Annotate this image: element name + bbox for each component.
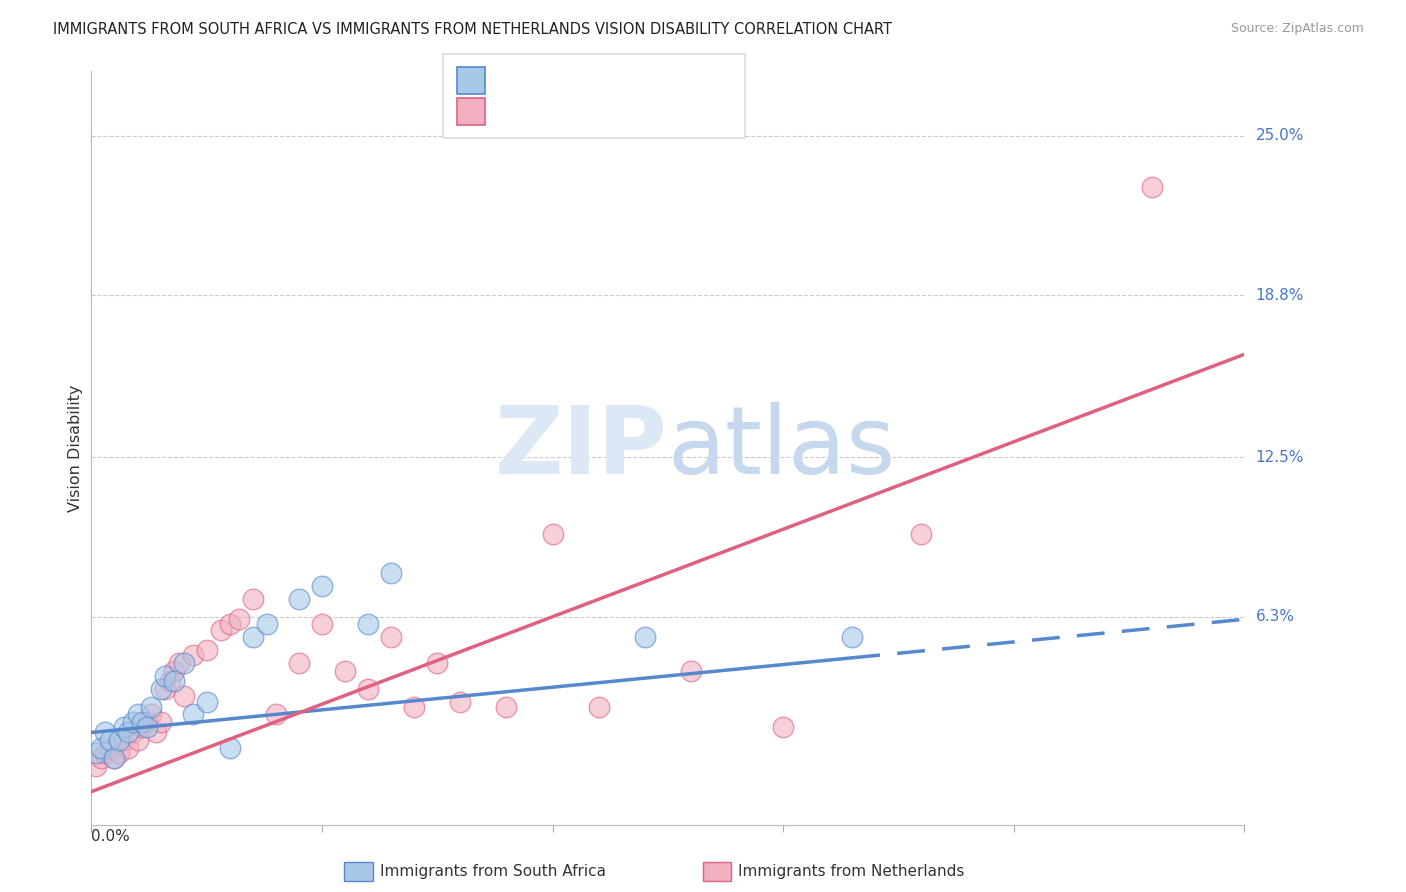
Point xyxy=(173,656,195,670)
Point xyxy=(135,720,157,734)
Text: 0.812: 0.812 xyxy=(538,103,591,120)
Point xyxy=(634,630,657,644)
Point xyxy=(495,699,517,714)
Point xyxy=(242,591,264,606)
Text: 0.0%: 0.0% xyxy=(91,829,131,844)
Point xyxy=(357,617,380,632)
Text: IMMIGRANTS FROM SOUTH AFRICA VS IMMIGRANTS FROM NETHERLANDS VISION DISABILITY CO: IMMIGRANTS FROM SOUTH AFRICA VS IMMIGRAN… xyxy=(53,22,893,37)
Point xyxy=(357,681,380,696)
Text: 18.8%: 18.8% xyxy=(1256,287,1303,302)
Text: R =: R = xyxy=(496,103,533,120)
Text: 42: 42 xyxy=(640,103,664,120)
Point xyxy=(84,746,107,760)
Point xyxy=(98,733,121,747)
Point xyxy=(264,707,287,722)
Text: 6.3%: 6.3% xyxy=(1256,609,1295,624)
Point xyxy=(149,715,172,730)
Point xyxy=(94,725,117,739)
Point xyxy=(242,630,264,644)
Point xyxy=(167,656,190,670)
Point xyxy=(181,648,204,663)
Point xyxy=(122,715,145,730)
Point xyxy=(103,751,125,765)
Point xyxy=(135,715,157,730)
Point xyxy=(127,733,149,747)
Point xyxy=(311,579,333,593)
Point xyxy=(380,630,402,644)
Point xyxy=(112,733,135,747)
Point xyxy=(195,695,218,709)
Point xyxy=(117,725,139,739)
Point xyxy=(112,720,135,734)
Point xyxy=(149,681,172,696)
Point xyxy=(541,527,564,541)
Point xyxy=(117,740,139,755)
Point xyxy=(94,746,117,760)
Point xyxy=(141,699,163,714)
Point xyxy=(84,759,107,773)
Point xyxy=(90,751,112,765)
Point xyxy=(131,720,153,734)
Text: ZIP: ZIP xyxy=(495,402,668,494)
Point xyxy=(145,725,167,739)
Text: atlas: atlas xyxy=(668,402,896,494)
Text: 0.234: 0.234 xyxy=(538,71,592,89)
Point xyxy=(380,566,402,580)
Point xyxy=(311,617,333,632)
Point xyxy=(449,695,471,709)
Point xyxy=(288,656,311,670)
Point xyxy=(98,740,121,755)
Point xyxy=(127,707,149,722)
Text: R =: R = xyxy=(496,71,533,89)
Point xyxy=(163,664,186,678)
Text: Source: ZipAtlas.com: Source: ZipAtlas.com xyxy=(1230,22,1364,36)
Point xyxy=(153,669,176,683)
Point xyxy=(163,673,186,688)
Point xyxy=(256,617,278,632)
Point xyxy=(218,740,240,755)
Y-axis label: Vision Disability: Vision Disability xyxy=(67,384,83,512)
Point xyxy=(103,751,125,765)
Point xyxy=(173,690,195,704)
Point xyxy=(228,612,250,626)
Point xyxy=(153,681,176,696)
Point xyxy=(910,527,932,541)
Point xyxy=(209,623,232,637)
Point xyxy=(90,740,112,755)
Text: 12.5%: 12.5% xyxy=(1256,450,1303,465)
Point xyxy=(108,746,131,760)
Point xyxy=(772,720,794,734)
Point xyxy=(288,591,311,606)
Point xyxy=(218,617,240,632)
Text: 25.0%: 25.0% xyxy=(1256,128,1303,144)
Text: N =: N = xyxy=(602,103,638,120)
Point xyxy=(195,643,218,657)
Point xyxy=(181,707,204,722)
Point xyxy=(159,673,181,688)
Text: Immigrants from South Africa: Immigrants from South Africa xyxy=(380,864,606,879)
Point xyxy=(141,707,163,722)
Point xyxy=(333,664,356,678)
Text: 28: 28 xyxy=(640,71,662,89)
Point xyxy=(404,699,426,714)
Point xyxy=(679,664,702,678)
Text: N =: N = xyxy=(602,71,638,89)
Point xyxy=(1140,180,1163,194)
Point xyxy=(108,733,131,747)
Point xyxy=(426,656,449,670)
Point xyxy=(588,699,610,714)
Point xyxy=(841,630,863,644)
Point xyxy=(122,725,145,739)
Point xyxy=(131,715,153,730)
Text: Immigrants from Netherlands: Immigrants from Netherlands xyxy=(738,864,965,879)
